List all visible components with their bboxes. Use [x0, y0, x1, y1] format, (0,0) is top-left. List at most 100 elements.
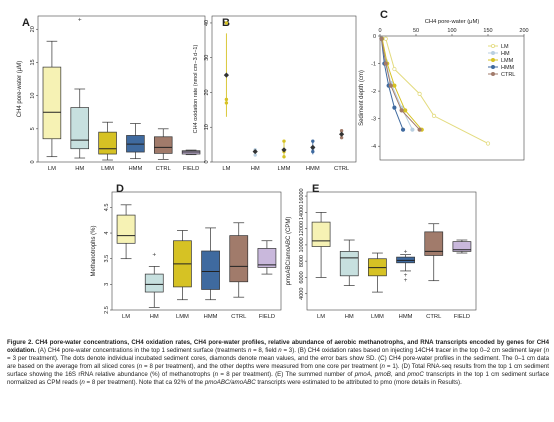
x-tick-label: 200 [519, 28, 528, 34]
panel-E-frame [306, 191, 477, 311]
series-point [399, 108, 404, 113]
x-tick-label: 50 [413, 28, 419, 34]
y-tick-label: -2 [371, 89, 376, 95]
x-tick-label: HM [75, 166, 84, 172]
figure-caption: Figure 2. CH4 pore-water concentrations,… [7, 339, 549, 386]
x-tick-label: FIELD [183, 166, 199, 172]
caption-title: Figure 2. CH4 pore-water concentrations,… [7, 339, 549, 354]
caption-italic: n [545, 346, 549, 354]
data-point [224, 21, 229, 25]
legend-marker [490, 51, 495, 56]
box-HM [339, 251, 359, 277]
y-tick-label: 0 [373, 34, 376, 40]
caption-text: = 8 per treatment). Note that ca 92% of … [84, 378, 205, 386]
caption-text: = 3). (B) CH4 oxidation rates based on i… [281, 346, 546, 354]
legend-marker [490, 44, 495, 49]
caption-text: , [370, 370, 375, 378]
data-point [339, 129, 344, 133]
y-tick-label: 3.5 [104, 255, 110, 263]
caption-text: = 8, field [251, 346, 279, 354]
data-point [339, 135, 344, 140]
y-axis-label: Methanotrophs (%) [91, 225, 97, 276]
data-point [282, 139, 286, 143]
caption-gene: pmoABC/amoABC [204, 378, 256, 386]
box-CTRL [153, 136, 173, 154]
caption-gene: pmoA [354, 370, 371, 378]
y-tick-label: 0 [204, 160, 210, 163]
legend-label: CTRL [501, 72, 515, 78]
y-axis-label: Sediment depth (cm) [359, 70, 365, 126]
y-tick-label: -4 [371, 144, 376, 150]
y-tick-label: 2.5 [104, 306, 110, 314]
mean-diamond [281, 147, 287, 153]
caption-text: = 8 per treatment). (E) The summed numbe… [218, 370, 355, 378]
y-tick-label: 4000 [299, 288, 305, 300]
box-LM [116, 214, 136, 244]
mean-diamond [223, 72, 229, 78]
legend-marker [490, 65, 495, 70]
x-tick-label: LM [222, 166, 230, 172]
y-tick-label: 6000 [299, 271, 305, 283]
series-point [417, 127, 422, 132]
panel-A-frame [37, 15, 206, 163]
series-point [388, 83, 393, 88]
y-axis-label: pmoABC/amoABC (CPM) [286, 217, 292, 286]
y-tick-label: 20 [204, 89, 210, 95]
x-tick-label: FIELD [454, 314, 470, 320]
box-HM [144, 273, 164, 293]
series-point [410, 127, 415, 132]
x-tick-label: HMM [128, 166, 142, 172]
x-tick-label: CTRL [426, 314, 442, 320]
x-tick-label: LMM [101, 166, 114, 172]
x-tick-label: HM [251, 166, 260, 172]
x-tick-label: FIELD [259, 314, 275, 320]
panel-D-frame [111, 191, 282, 311]
box-FIELD [257, 248, 277, 268]
x-tick-label: LM [122, 314, 130, 320]
x-tick-label: 150 [483, 28, 492, 34]
panel-letter: C [380, 9, 388, 21]
y-tick-label: 3 [104, 283, 110, 286]
caption-text: , and [390, 370, 408, 378]
series-point [392, 83, 397, 88]
caption-text: transcripts were estimated to be attribu… [255, 378, 462, 386]
y-tick-label: 30 [204, 55, 210, 61]
panel-letter: D [116, 183, 124, 195]
box-CTRL [229, 235, 249, 283]
x-tick-label: 100 [447, 28, 456, 34]
y-tick-label: 40 [204, 20, 210, 26]
caption-italic: n [81, 378, 85, 386]
data-point [253, 153, 257, 157]
y-tick-label: -1 [371, 62, 376, 68]
box-LM [311, 221, 331, 247]
series-point [379, 36, 384, 41]
x-axis-title: CH4 pore-water (μM) [425, 19, 480, 25]
series-line-LM [385, 38, 489, 144]
outlier-marker: + [404, 277, 408, 284]
caption-italic: n [214, 370, 219, 378]
box-LM [42, 66, 62, 140]
x-tick-label: LMM [371, 314, 384, 320]
caption-italic: n [138, 362, 143, 370]
y-tick-label: 10 [204, 124, 210, 130]
x-tick-label: CTRL [231, 314, 247, 320]
panel-letter: E [312, 183, 319, 195]
y-tick-label: 8000 [299, 255, 305, 267]
series-point [417, 91, 422, 96]
series-point [383, 61, 388, 66]
outlier-marker: + [152, 252, 156, 259]
x-tick-label: 0 [378, 28, 381, 34]
x-tick-label: HM [345, 314, 354, 320]
legend-marker [490, 72, 495, 77]
legend-label: LM [501, 44, 509, 50]
x-tick-label: LM [317, 314, 325, 320]
x-tick-label: HMM [204, 314, 218, 320]
y-tick-label: 20 [30, 26, 36, 32]
y-tick-label: 14000 [299, 205, 305, 220]
x-tick-label: LMM [176, 314, 189, 320]
panel-B-frame [211, 15, 357, 163]
legend-label: HM [501, 51, 510, 57]
data-point [311, 139, 315, 143]
mean-diamond [310, 144, 316, 150]
